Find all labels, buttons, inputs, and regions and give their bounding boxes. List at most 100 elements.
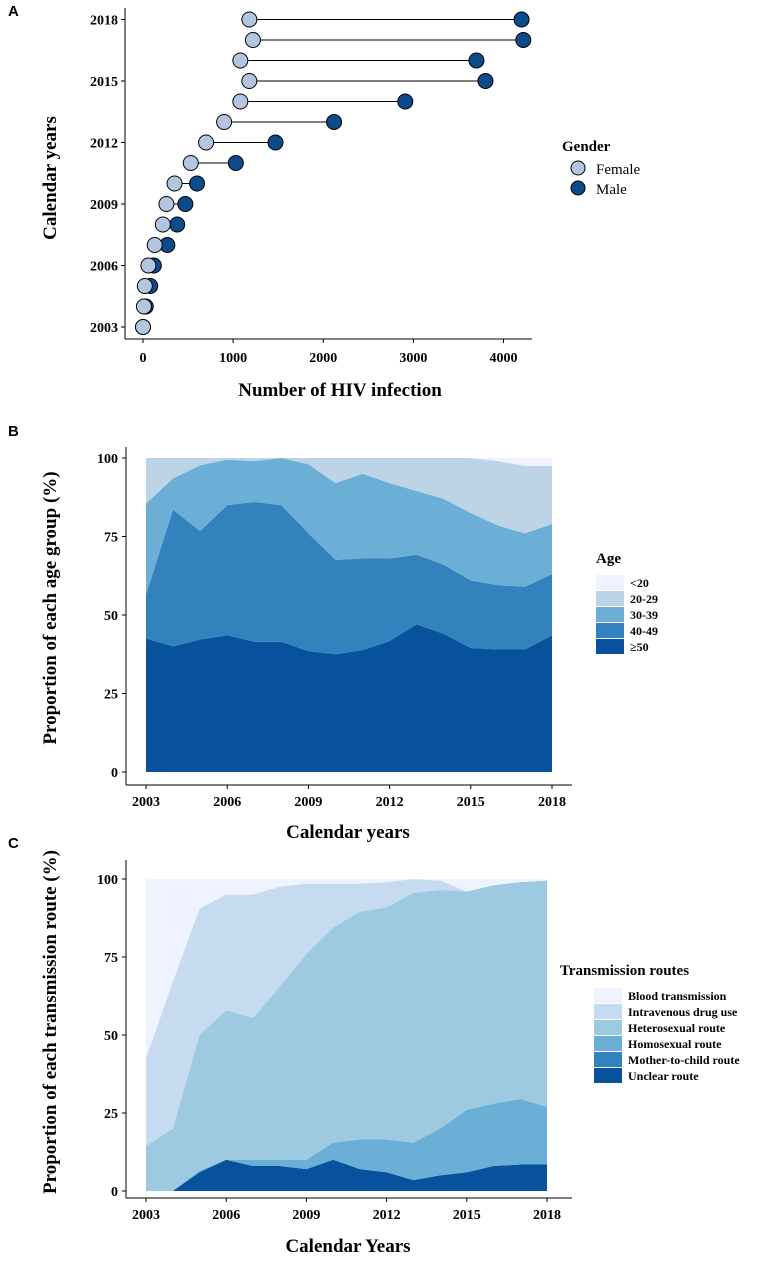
panel-c-x-tick-label: 2012 — [373, 1208, 401, 1223]
panel-label-a: A — [8, 3, 19, 20]
panel-c-legend: Transmission routes Blood transmission In… — [560, 963, 740, 1083]
panel-b-x-tick-label: 2015 — [457, 795, 485, 810]
panel-b-y-tick-label: 100 — [97, 452, 118, 467]
panel-b-area-lt20 — [146, 458, 552, 466]
point-male-2015 — [477, 73, 494, 89]
point-male-2014 — [397, 93, 414, 110]
panel-b-x-tick-label: 2003 — [132, 795, 160, 810]
panel-b-y-tick-label: 75 — [104, 531, 118, 546]
panel-c-legend-label: Mother-to-child route — [628, 1053, 740, 1067]
point-male-2011 — [227, 155, 244, 171]
panel-b-legend-swatch — [596, 607, 624, 622]
panel-b-legend-label: 20-29 — [630, 592, 658, 606]
panel-b: 0 25 50 75 100 2003 2006 2009 2012 2015 2018 Prop… — [40, 447, 658, 843]
legend-label-male: Male — [596, 182, 627, 198]
panel-c-legend-title: Transmission routes — [560, 963, 689, 979]
panel-b-legend-label: ≥50 — [630, 640, 649, 654]
panel-c-x-tick-label: 2015 — [453, 1208, 481, 1223]
panel-c-x-tick-label: 2003 — [132, 1208, 160, 1223]
point-male-2012 — [267, 134, 284, 151]
panel-a-x-axis-title: Number of HIV infection — [238, 380, 442, 401]
panel-b-area-40-49 — [146, 501, 552, 655]
panel-c-legend-swatch — [594, 988, 622, 1003]
point-female-2012 — [198, 134, 215, 151]
panel-a-legend: Gender Female Male — [562, 139, 640, 198]
panel-c-legend-label: Homosexual route — [628, 1037, 722, 1051]
legend-swatch-female — [570, 160, 586, 176]
panel-c-y-tick-label: 0 — [111, 1185, 118, 1200]
panel-label-b: B — [8, 423, 19, 440]
point-female-2006 — [140, 257, 157, 274]
panel-a-y-tick-label: 2012 — [90, 137, 118, 152]
panel-a-x-tick-label: 0 — [140, 351, 147, 366]
point-female-2003 — [135, 319, 151, 335]
panel-a-y-tick-label: 2003 — [90, 321, 118, 336]
panel-c-legend-swatch — [594, 1020, 622, 1035]
panel-a-y-axis-title: Calendar years — [40, 116, 61, 240]
point-female-2009 — [158, 196, 175, 212]
panel-b-legend: Age <20 20-29 30-39 40-49 ≥50 — [596, 551, 658, 654]
panel-b-x-tick-label: 2006 — [213, 795, 241, 810]
panel-a-x-tick-label: 3000 — [399, 351, 427, 366]
panel-c-legend-swatch — [594, 1052, 622, 1067]
panel-c-y-tick-label: 50 — [104, 1029, 118, 1044]
panel-b-y-tick-label: 0 — [111, 766, 118, 781]
point-male-2010 — [189, 175, 206, 192]
panel-c-legend-label: Blood transmission — [628, 989, 727, 1003]
point-male-2017 — [515, 32, 532, 48]
panel-c-area-homosexual-route — [146, 1098, 547, 1191]
panel-b-area-ge50 — [146, 624, 552, 772]
panel-b-x-ticks: 2003 2006 2009 2012 2015 2018 — [132, 785, 566, 810]
panel-b-legend-label: <20 — [630, 576, 649, 590]
panel-c-y-ticks: 0 25 50 75 100 — [97, 873, 126, 1200]
panel-b-legend-swatch — [596, 639, 624, 654]
panel-c-area-intravenous-drug-use — [146, 879, 547, 1146]
panel-a-y-tick-label: 2009 — [90, 198, 118, 213]
panel-b-area-20-29 — [146, 458, 552, 534]
panel-b-legend-title: Age — [596, 551, 621, 567]
panel-a-x-ticks: 0 1000 2000 3000 4000 — [140, 339, 518, 366]
panel-a-legend-title: Gender — [562, 139, 611, 155]
panel-b-legend-swatch — [596, 575, 624, 590]
panel-a-y-tick-label: 2006 — [90, 260, 118, 275]
panel-a-y-tick-label: 2018 — [90, 14, 118, 29]
panel-c-legend-label: Heterosexual route — [628, 1021, 726, 1035]
point-female-2007 — [146, 237, 163, 253]
panel-b-x-tick-label: 2012 — [376, 795, 404, 810]
panel-b-y-axis-title: Proportion of each age group (%) — [40, 471, 61, 744]
panel-c-x-tick-label: 2018 — [533, 1208, 561, 1223]
point-male-2013 — [326, 114, 343, 130]
point-male-2016 — [468, 52, 485, 69]
panel-a-x-tick-label: 1000 — [219, 351, 247, 366]
panel-c-area-unclear-route — [146, 1159, 547, 1191]
panel-a-y-tick-label: 2015 — [90, 75, 118, 90]
point-female-2018 — [241, 11, 258, 28]
panel-b-x-axis-title: Calendar years — [286, 822, 410, 843]
panel-a: 2003 2006 2009 2012 2015 2018 0 1000 2000 3000 40… — [40, 8, 640, 401]
panel-b-legend-swatch — [596, 591, 624, 606]
point-female-2016 — [232, 52, 249, 69]
panel-a-x-tick-label: 4000 — [490, 351, 518, 366]
panel-b-y-tick-label: 50 — [104, 609, 118, 624]
panel-b-legend-label: 40-49 — [630, 624, 658, 638]
panel-c-area-heterosexual-route — [146, 880, 547, 1191]
panel-b-legend-swatch — [596, 623, 624, 638]
point-female-2011 — [182, 155, 199, 171]
panel-c-legend-swatch — [594, 1004, 622, 1019]
panel-c-x-tick-label: 2009 — [292, 1208, 320, 1223]
panel-c-legend-swatch — [594, 1036, 622, 1051]
point-female-2013 — [216, 114, 233, 130]
point-female-2010 — [166, 175, 183, 192]
panel-c-x-tick-label: 2006 — [212, 1208, 240, 1223]
panel-a-x-tick-label: 2000 — [309, 351, 337, 366]
point-female-2017 — [244, 32, 261, 48]
panel-c-areas — [146, 879, 547, 1191]
panel-b-legend-label: 30-39 — [630, 608, 658, 622]
panel-b-area-30-39 — [146, 458, 552, 595]
panel-c: 0 25 50 75 100 2003 2006 2009 2012 2015 2018 Prop… — [40, 850, 740, 1257]
panel-c-area-blood-transmission — [146, 879, 547, 1059]
panel-a-marks — [135, 11, 532, 335]
point-female-2004 — [135, 298, 152, 315]
point-female-2008 — [154, 216, 171, 233]
